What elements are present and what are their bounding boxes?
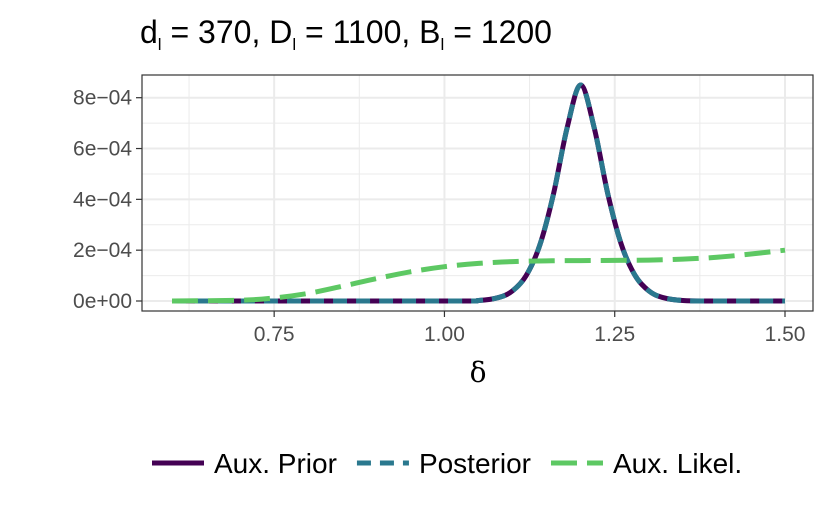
x-tick-label: 1.00 — [424, 323, 465, 346]
plot-panel — [142, 75, 813, 311]
series-layer — [171, 82, 786, 304]
x-axis-label: δ — [470, 356, 487, 389]
legend: Aux. Prior Posterior Aux. Likel. — [152, 448, 742, 479]
legend-label: Posterior — [419, 448, 531, 479]
plot-border — [141, 74, 814, 312]
legend-label: Aux. Prior — [214, 448, 337, 479]
title-d-value: = 370, — [162, 14, 270, 50]
legend-item: Posterior — [356, 448, 531, 479]
y-tick-label: 8e−04 — [73, 87, 132, 110]
x-tick-label: 1.25 — [594, 323, 635, 346]
title-d-symbol: d — [140, 14, 158, 50]
y-axis: 0e+00 2e−04 4e−04 6e−04 8e−04 — [73, 87, 142, 313]
title-B-symbol: B — [419, 14, 440, 50]
title-B-value: = 1200 — [444, 14, 552, 50]
title-D-value: = 1100, — [296, 14, 419, 50]
title-D-symbol: D — [269, 14, 292, 50]
chart-title: dl = 370, Dl = 1100, Bl = 1200 — [140, 14, 552, 54]
series-line-posterior — [171, 82, 786, 304]
legend-item: Aux. Likel. — [550, 448, 742, 479]
legend-item: Aux. Prior — [152, 448, 337, 479]
legend-label: Aux. Likel. — [613, 448, 742, 479]
series-line-aux-likel — [171, 247, 786, 304]
y-tick-label: 6e−04 — [73, 138, 132, 161]
y-tick-label: 4e−04 — [73, 188, 132, 211]
x-axis: 0.75 1.00 1.25 1.50 — [254, 311, 806, 346]
title-B-subscript: l — [441, 35, 445, 54]
x-tick-label: 0.75 — [254, 323, 295, 346]
y-tick-label: 2e−04 — [73, 239, 132, 262]
x-tick-label: 1.50 — [765, 323, 806, 346]
title-d-subscript: l — [158, 35, 162, 54]
y-tick-label: 0e+00 — [73, 290, 132, 313]
title-D-subscript: l — [292, 35, 296, 54]
minor-gridlines — [142, 75, 813, 311]
